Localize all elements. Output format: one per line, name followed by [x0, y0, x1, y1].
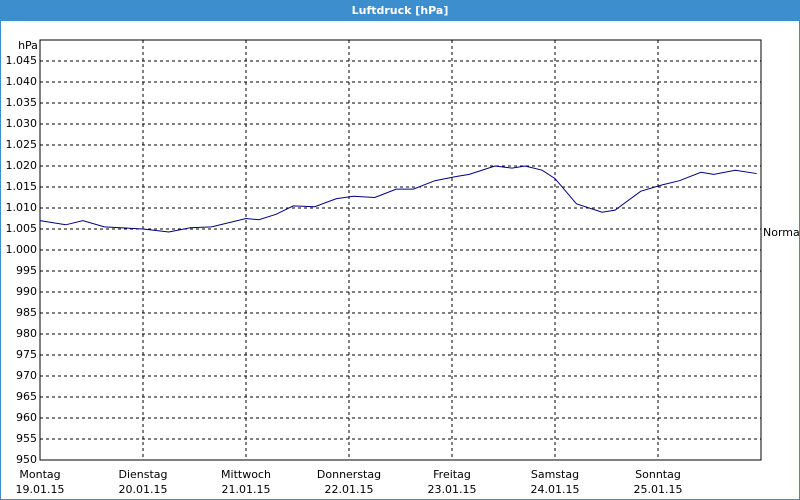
x-tick-label: Dienstag — [118, 468, 167, 481]
y-tick-label: 1.025 — [6, 138, 38, 151]
x-tick-label: Mittwoch — [221, 468, 271, 481]
y-tick-label: 960 — [16, 411, 37, 424]
y-tick-label: 1.040 — [6, 75, 38, 88]
y-tick-label: 1.020 — [6, 159, 38, 172]
y-tick-label: 970 — [16, 369, 37, 382]
y-tick-label: 995 — [16, 264, 37, 277]
x-tick-label: Samstag — [531, 468, 579, 481]
y-tick-label: 955 — [16, 432, 37, 445]
chart-title: Luftdruck [hPa] — [352, 4, 449, 17]
y-tick-label: 1.045 — [6, 54, 38, 67]
title-bar — [0, 0, 800, 20]
x-tick-label: 23.01.15 — [428, 483, 477, 496]
y-tick-label: 1.010 — [6, 201, 38, 214]
x-tick-label: Sonntag — [635, 468, 681, 481]
y-unit: hPa — [18, 39, 38, 52]
x-tick-label: 19.01.15 — [16, 483, 65, 496]
y-tick-label: 1.005 — [6, 222, 38, 235]
y-tick-label: 1.015 — [6, 180, 38, 193]
y-tick-label: 950 — [16, 453, 37, 466]
y-tick-label: 990 — [16, 285, 37, 298]
y-tick-label: 975 — [16, 348, 37, 361]
y-tick-label: 1.000 — [6, 243, 38, 256]
x-tick-label: Freitag — [433, 468, 471, 481]
y-tick-label: 1.035 — [6, 96, 38, 109]
y-tick-label: 985 — [16, 306, 37, 319]
x-tick-label: 20.01.15 — [119, 483, 168, 496]
y-tick-label: 965 — [16, 390, 37, 403]
x-tick-label: 25.01.15 — [634, 483, 683, 496]
y-tick-label: 1.030 — [6, 117, 38, 130]
x-tick-label: 24.01.15 — [531, 483, 580, 496]
reference-label: Normal — [763, 226, 800, 239]
x-tick-label: 22.01.15 — [325, 483, 374, 496]
x-tick-label: 21.01.15 — [222, 483, 271, 496]
y-tick-label: 980 — [16, 327, 37, 340]
x-tick-label: Donnerstag — [317, 468, 381, 481]
x-tick-label: Montag — [19, 468, 60, 481]
data-line — [39, 165, 757, 233]
